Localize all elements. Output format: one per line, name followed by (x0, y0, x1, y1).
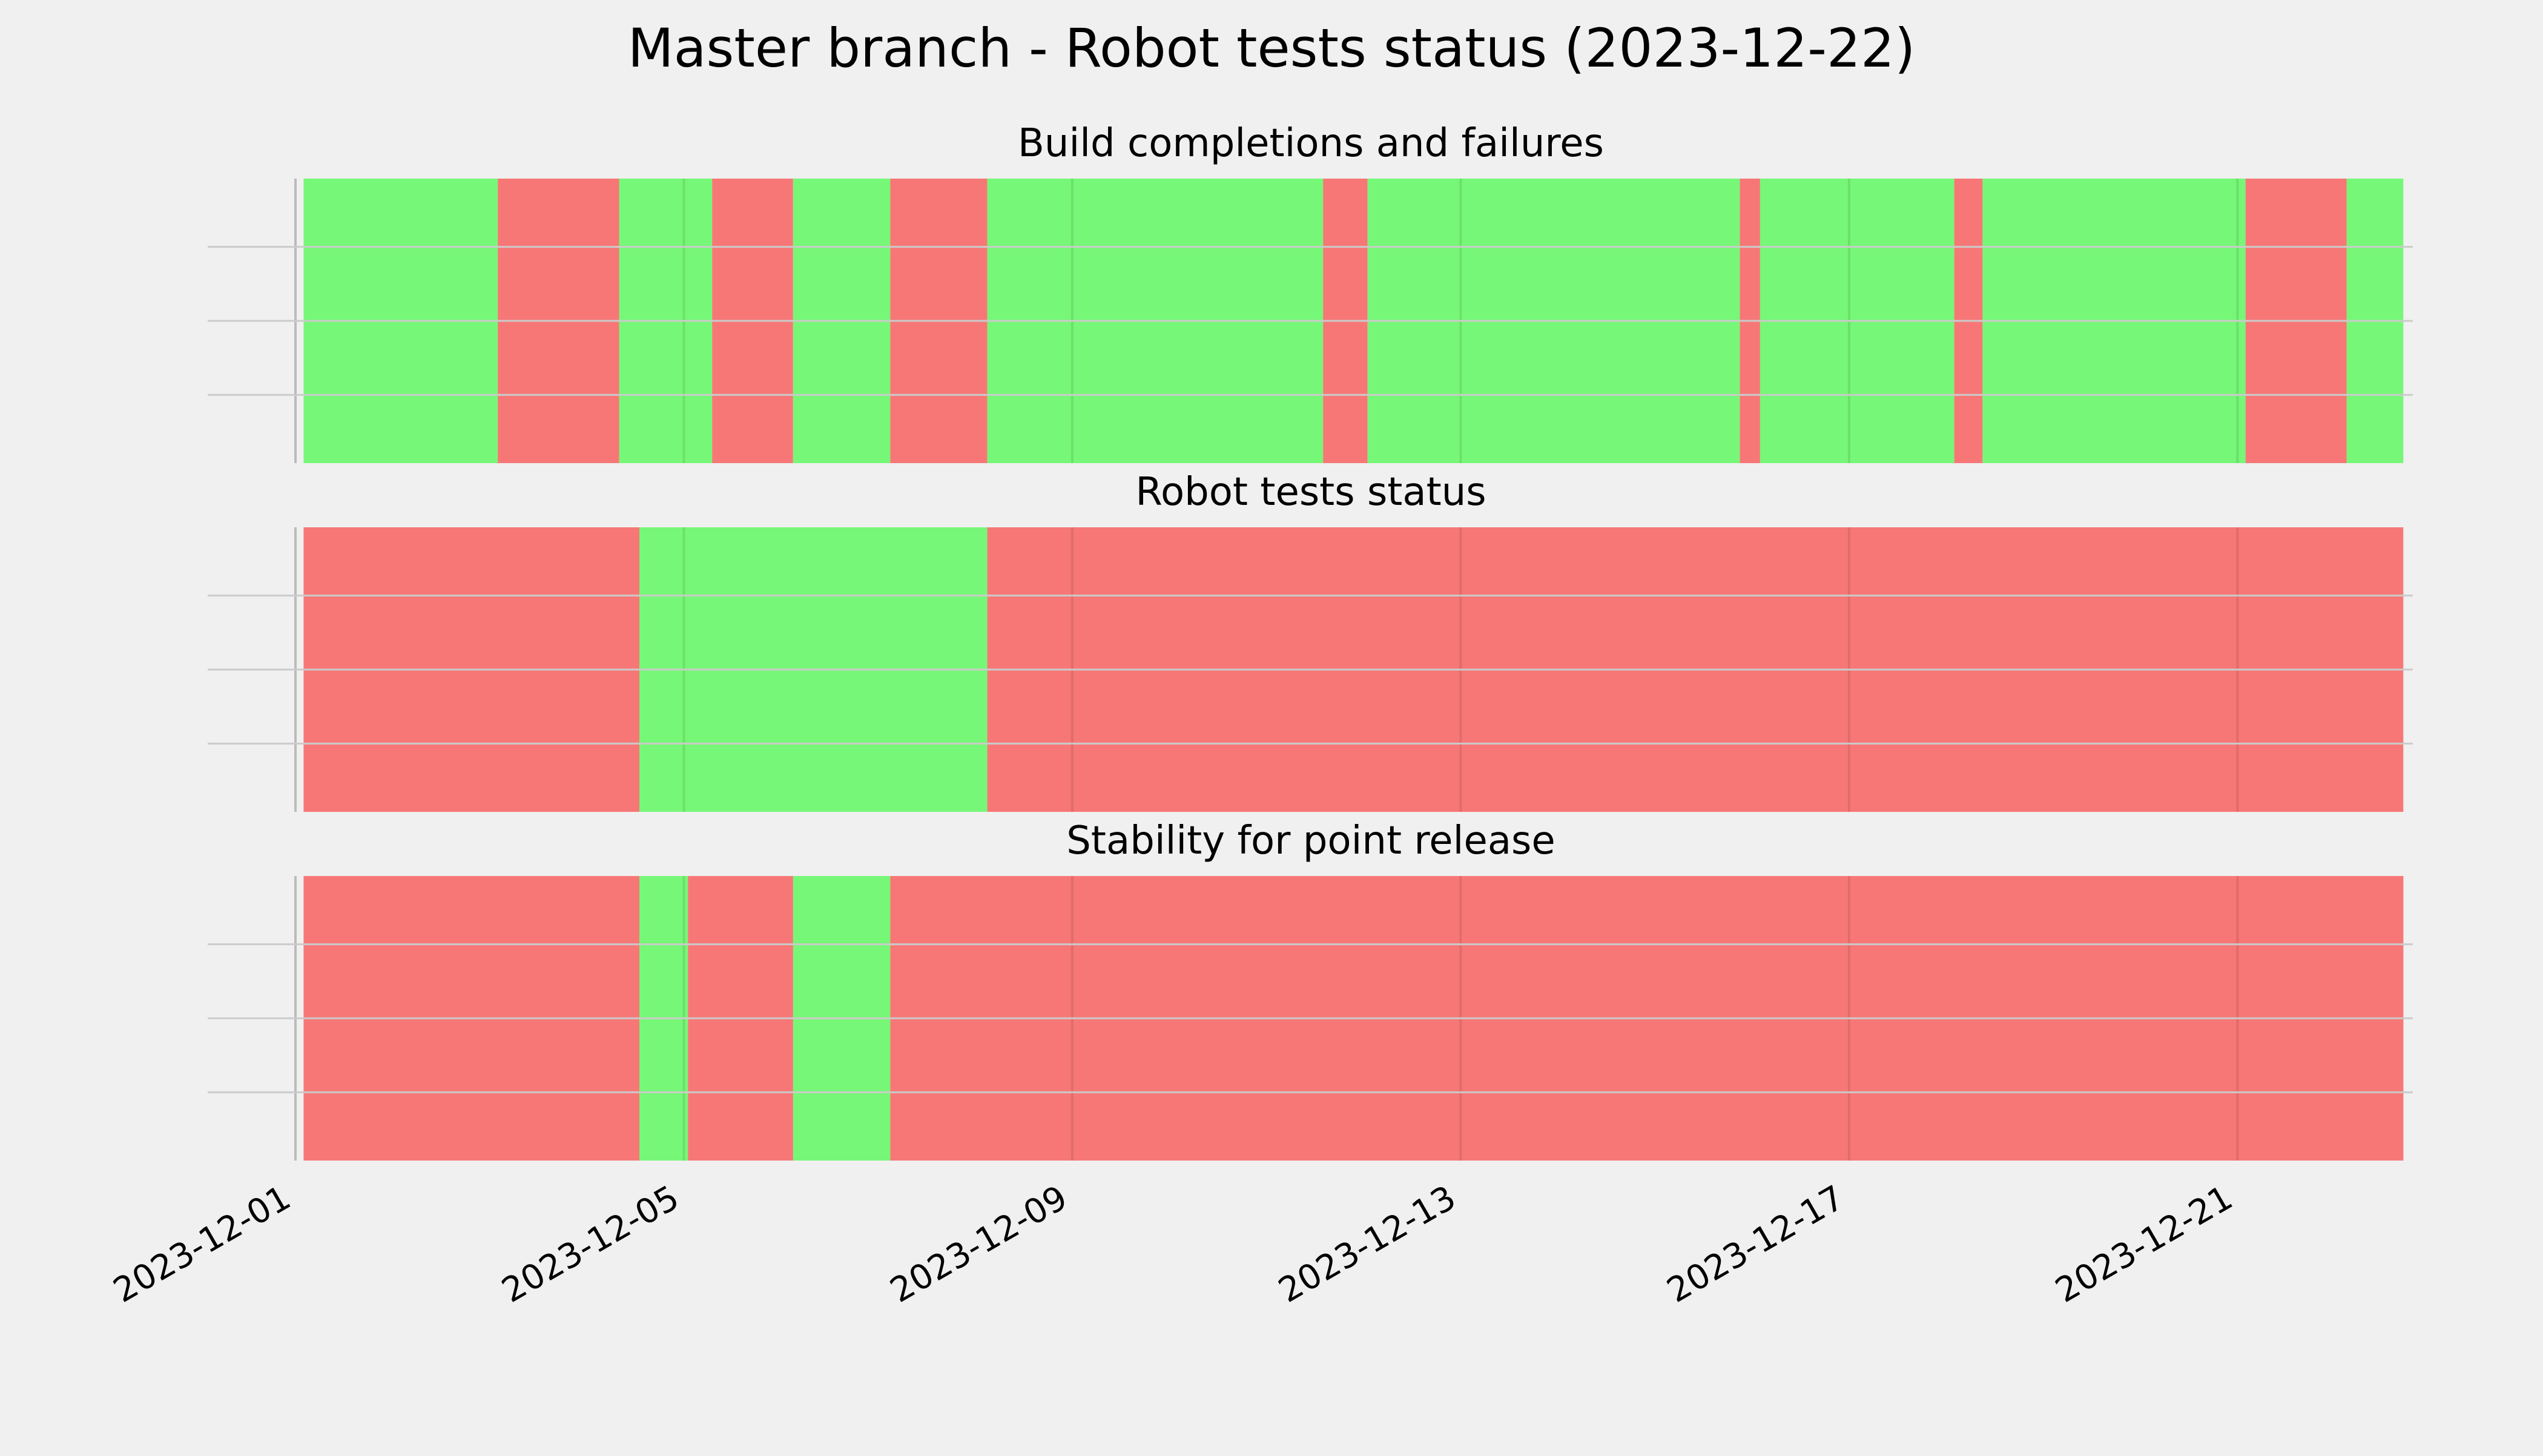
x-tick-label: 2023-12-13 (1272, 1178, 1462, 1311)
panel-build-grid (208, 179, 2413, 463)
panel-build: Build completions and failures (208, 121, 2413, 463)
x-tick-label: 2023-12-05 (495, 1178, 685, 1311)
chart-title: Master branch - Robot tests status (2023… (628, 17, 1916, 79)
panel-title-robot: Robot tests status (1135, 470, 1486, 515)
panel-robot: Robot tests status (208, 470, 2413, 812)
panel-title-build: Build completions and failures (1018, 121, 1604, 166)
x-tick-label: 2023-12-17 (1661, 1178, 1851, 1311)
panel-stability: Stability for point release (208, 819, 2413, 1161)
x-tick-label: 2023-12-21 (2049, 1178, 2239, 1311)
panel-robot-grid (208, 527, 2413, 812)
x-axis-ticks: 2023-12-01 2023-12-05 2023-12-09 2023-12-13… (107, 1178, 2240, 1311)
panel-stability-grid (208, 876, 2413, 1161)
x-tick-label: 2023-12-01 (107, 1178, 297, 1311)
x-tick-label: 2023-12-09 (884, 1178, 1074, 1311)
panel-title-stability: Stability for point release (1066, 819, 1555, 863)
